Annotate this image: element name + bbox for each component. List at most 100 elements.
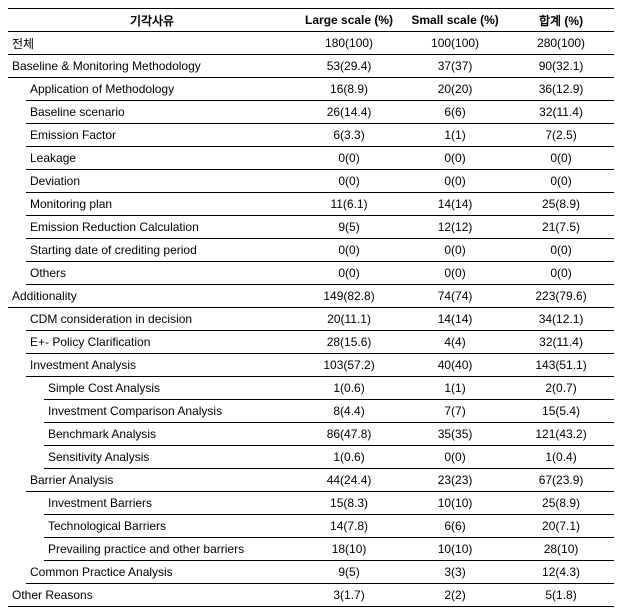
table-row: Emission Factor6(3.3)1(1)7(2.5) bbox=[8, 124, 614, 147]
row-label: Others bbox=[26, 262, 296, 285]
cell-small: 12(12) bbox=[402, 216, 508, 239]
table-row: CDM consideration in decision20(11.1)14(… bbox=[8, 308, 614, 331]
indent-spacer bbox=[8, 515, 26, 538]
indent-spacer bbox=[8, 216, 26, 239]
cell-total: 21(7.5) bbox=[508, 216, 614, 239]
cell-total: 67(23.9) bbox=[508, 469, 614, 492]
row-label: Common Practice Analysis bbox=[26, 561, 296, 584]
row-label: Leakage bbox=[26, 147, 296, 170]
cell-large: 20(11.1) bbox=[296, 308, 402, 331]
indent-spacer bbox=[8, 538, 26, 561]
cell-total: 5(1.8) bbox=[508, 584, 614, 607]
cell-large: 0(0) bbox=[296, 239, 402, 262]
cell-large: 1(0.6) bbox=[296, 377, 402, 400]
indent-spacer bbox=[26, 377, 44, 400]
cell-small: 1(1) bbox=[402, 124, 508, 147]
cell-small: 10(10) bbox=[402, 492, 508, 515]
row-label: Investment Barriers bbox=[44, 492, 296, 515]
cell-total: 90(32.1) bbox=[508, 55, 614, 78]
cell-large: 0(0) bbox=[296, 262, 402, 285]
indent-spacer bbox=[26, 400, 44, 423]
indent-spacer bbox=[8, 239, 26, 262]
cell-small: 2(2) bbox=[402, 584, 508, 607]
row-label: Additionality bbox=[8, 285, 296, 308]
cell-small: 7(7) bbox=[402, 400, 508, 423]
cell-large: 3(1.7) bbox=[296, 584, 402, 607]
row-label: Benchmark Analysis bbox=[44, 423, 296, 446]
cell-small: 74(74) bbox=[402, 285, 508, 308]
table-row: Baseline & Monitoring Methodology53(29.4… bbox=[8, 55, 614, 78]
cell-small: 10(10) bbox=[402, 538, 508, 561]
indent-spacer bbox=[8, 377, 26, 400]
table-row: Investment Comparison Analysis8(4.4)7(7)… bbox=[8, 400, 614, 423]
cell-large: 15(8.3) bbox=[296, 492, 402, 515]
row-label: Baseline & Monitoring Methodology bbox=[8, 55, 296, 78]
row-label: E+- Policy Clarification bbox=[26, 331, 296, 354]
cell-small: 3(3) bbox=[402, 561, 508, 584]
cell-large: 44(24.4) bbox=[296, 469, 402, 492]
cell-large: 26(14.4) bbox=[296, 101, 402, 124]
indent-spacer bbox=[8, 423, 26, 446]
cell-large: 11(6.1) bbox=[296, 193, 402, 216]
row-label: Starting date of crediting period bbox=[26, 239, 296, 262]
indent-spacer bbox=[8, 170, 26, 193]
indent-spacer bbox=[8, 469, 26, 492]
cell-total: 0(0) bbox=[508, 262, 614, 285]
cell-total: 7(2.5) bbox=[508, 124, 614, 147]
cell-large: 180(100) bbox=[296, 32, 402, 55]
cell-large: 9(5) bbox=[296, 216, 402, 239]
cell-large: 18(10) bbox=[296, 538, 402, 561]
cell-large: 0(0) bbox=[296, 147, 402, 170]
cell-small: 100(100) bbox=[402, 32, 508, 55]
cell-total: 34(12.1) bbox=[508, 308, 614, 331]
cell-total: 143(51.1) bbox=[508, 354, 614, 377]
cell-total: 25(8.9) bbox=[508, 193, 614, 216]
row-label: Technological Barriers bbox=[44, 515, 296, 538]
col-reason: 기각사유 bbox=[8, 9, 296, 32]
indent-spacer bbox=[26, 538, 44, 561]
cell-small: 0(0) bbox=[402, 262, 508, 285]
cell-large: 103(57.2) bbox=[296, 354, 402, 377]
indent-spacer bbox=[26, 446, 44, 469]
cell-large: 9(5) bbox=[296, 561, 402, 584]
cell-small: 20(20) bbox=[402, 78, 508, 101]
table-row: Application of Methodology16(8.9)20(20)3… bbox=[8, 78, 614, 101]
cell-small: 14(14) bbox=[402, 193, 508, 216]
cell-large: 0(0) bbox=[296, 170, 402, 193]
indent-spacer bbox=[8, 492, 26, 515]
row-label: Prevailing practice and other barriers bbox=[44, 538, 296, 561]
cell-large: 8(4.4) bbox=[296, 400, 402, 423]
table-row: Starting date of crediting period0(0)0(0… bbox=[8, 239, 614, 262]
cell-total: 15(5.4) bbox=[508, 400, 614, 423]
row-label: Application of Methodology bbox=[26, 78, 296, 101]
cell-total: 32(11.4) bbox=[508, 331, 614, 354]
row-label: Emission Reduction Calculation bbox=[26, 216, 296, 239]
row-label: Simple Cost Analysis bbox=[44, 377, 296, 400]
cell-total: 12(4.3) bbox=[508, 561, 614, 584]
indent-spacer bbox=[8, 400, 26, 423]
table-row: Other Reasons3(1.7)2(2)5(1.8) bbox=[8, 584, 614, 607]
row-label: Investment Comparison Analysis bbox=[44, 400, 296, 423]
indent-spacer bbox=[8, 262, 26, 285]
col-total: 합계 (%) bbox=[508, 9, 614, 32]
cell-small: 35(35) bbox=[402, 423, 508, 446]
table-row: Technological Barriers14(7.8)6(6)20(7.1) bbox=[8, 515, 614, 538]
cell-small: 6(6) bbox=[402, 515, 508, 538]
indent-spacer bbox=[8, 331, 26, 354]
indent-spacer bbox=[8, 78, 26, 101]
indent-spacer bbox=[8, 147, 26, 170]
indent-spacer bbox=[26, 515, 44, 538]
table-row: Emission Reduction Calculation9(5)12(12)… bbox=[8, 216, 614, 239]
indent-spacer bbox=[26, 492, 44, 515]
table-header: 기각사유Large scale (%)Small scale (%)합계 (%) bbox=[8, 9, 614, 32]
table-row: Simple Cost Analysis1(0.6)1(1)2(0.7) bbox=[8, 377, 614, 400]
row-label: CDM consideration in decision bbox=[26, 308, 296, 331]
cell-small: 14(14) bbox=[402, 308, 508, 331]
cell-total: 0(0) bbox=[508, 147, 614, 170]
col-large: Large scale (%) bbox=[296, 9, 402, 32]
table-row: Investment Analysis103(57.2)40(40)143(51… bbox=[8, 354, 614, 377]
cell-small: 1(1) bbox=[402, 377, 508, 400]
cell-total: 1(0.4) bbox=[508, 446, 614, 469]
indent-spacer bbox=[8, 354, 26, 377]
row-label: Emission Factor bbox=[26, 124, 296, 147]
